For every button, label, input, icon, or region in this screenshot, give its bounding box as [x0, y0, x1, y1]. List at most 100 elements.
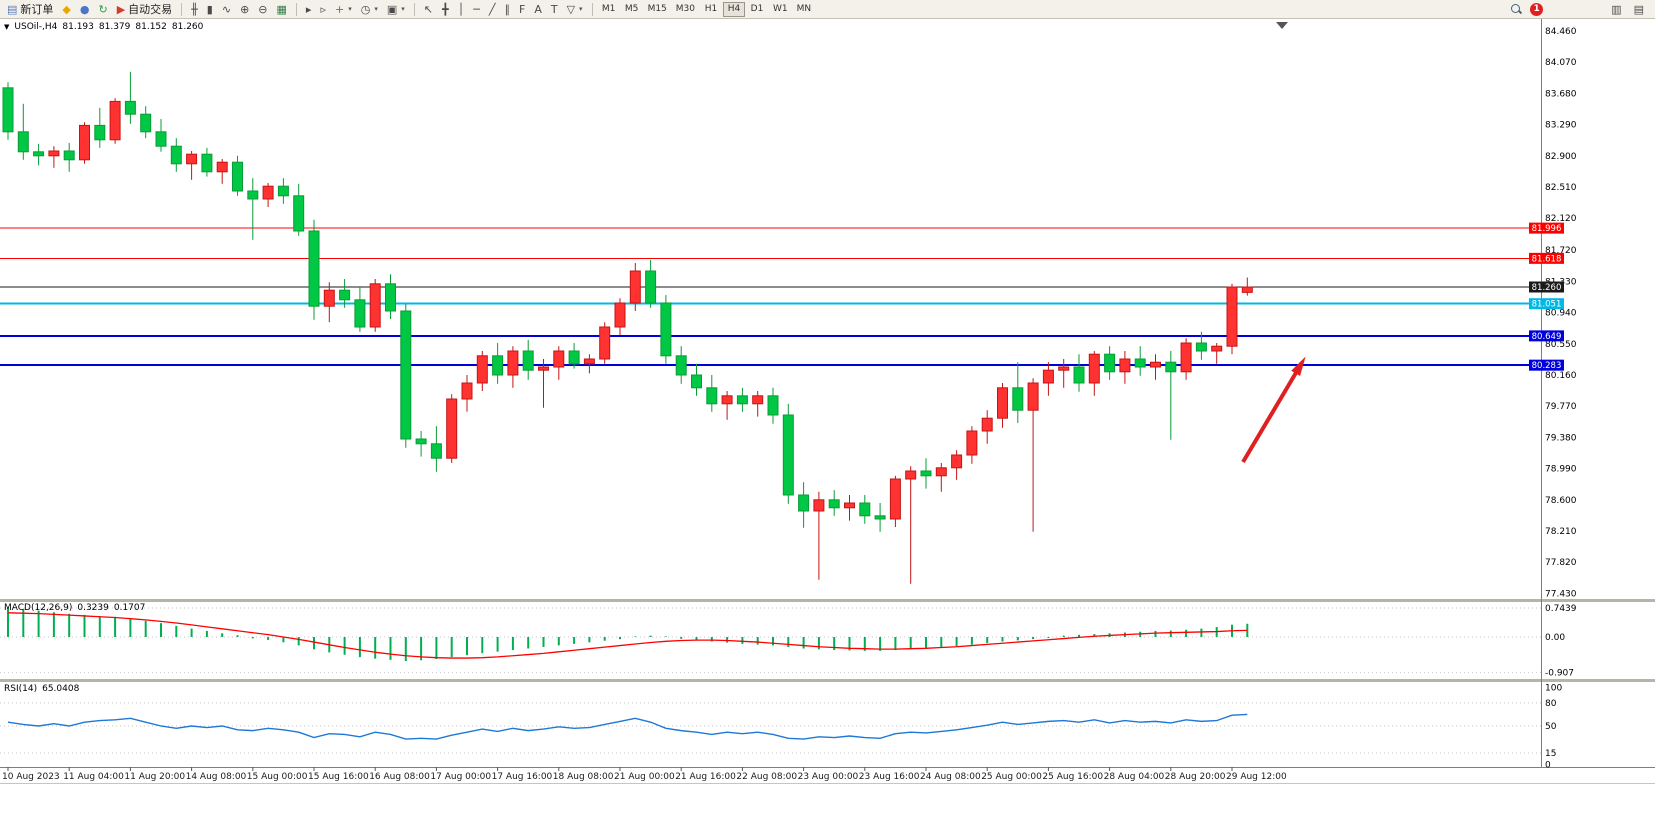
svg-text:80.550: 80.550 [1545, 340, 1577, 350]
candle-body [1134, 358, 1146, 368]
horizontal-line-button[interactable]: ─ [469, 1, 484, 18]
candle-body [981, 417, 993, 432]
notification-badge[interactable]: 1 [1530, 2, 1544, 16]
svg-text:79.380: 79.380 [1545, 433, 1577, 443]
svg-text:81.260: 81.260 [1532, 283, 1562, 293]
svg-text:77.820: 77.820 [1545, 558, 1577, 568]
price-badge-81.618[interactable] [1529, 252, 1564, 264]
timeframe-mn-button[interactable]: MN [796, 4, 812, 14]
timeframe-h4-button[interactable]: H4 [723, 1, 745, 17]
price-badge-81.996[interactable] [1529, 222, 1564, 234]
line-chart-button[interactable]: ∿ [218, 1, 235, 18]
time-label: 21 Aug 00:00 [614, 772, 675, 782]
window-list-button[interactable]: ▥ [1607, 1, 1625, 18]
refresh-button[interactable]: ↻ [94, 1, 111, 18]
crosshair-button[interactable]: ╋ [438, 1, 453, 18]
price-badge-81.260[interactable] [1529, 281, 1564, 293]
text-icon: A [534, 2, 542, 16]
candle-body [48, 150, 60, 157]
price-badge-81.051[interactable] [1529, 298, 1564, 310]
candle-body [874, 515, 886, 520]
fibonacci-button[interactable]: F [515, 1, 529, 18]
time-label: 25 Aug 00:00 [981, 772, 1042, 782]
candle-body [813, 499, 825, 512]
zoom-out-icon: ⊖ [258, 2, 268, 16]
price-badge-80.649[interactable] [1529, 330, 1564, 342]
text-label-button[interactable]: T [547, 1, 562, 18]
zoom-out-button[interactable]: ⊖ [254, 1, 271, 18]
search-button[interactable] [1507, 1, 1526, 18]
svg-text:80: 80 [1545, 699, 1557, 709]
shapes-button[interactable]: ▽ ▾ [563, 1, 587, 18]
candle-body [216, 161, 228, 173]
timeframe-m30-button[interactable]: M30 [675, 4, 695, 14]
candle-body [844, 502, 855, 509]
svg-text:15: 15 [1545, 749, 1556, 759]
candle-body [385, 283, 396, 312]
timeframe-m5-button[interactable]: M5 [624, 4, 639, 14]
periods-button[interactable]: ◷ ▾ [357, 1, 382, 18]
candle-body [889, 478, 901, 520]
timeframe-m15-button[interactable]: M15 [647, 4, 667, 14]
candle-body [691, 374, 702, 389]
timeframe-d1-button[interactable]: D1 [750, 4, 764, 14]
candlestick-chart-button[interactable]: ▮ [203, 1, 217, 18]
candle-body [1042, 369, 1054, 384]
time-axis: 10 Aug 2023 11 Aug 04:00 11 Aug 20:00 14 Au… [2, 767, 1287, 782]
market-watch-button[interactable]: ◆ [58, 1, 74, 18]
chart-shift-button[interactable]: ▹ [316, 1, 330, 18]
timeframe-w1-button[interactable]: W1 [773, 4, 788, 14]
shapes-icon: ▽ [566, 2, 576, 16]
autotrading-button[interactable]: ▶ 自动交易 [113, 1, 176, 18]
chart-shift-icon: ▹ [320, 2, 326, 16]
trendline-button[interactable]: ╱ [485, 1, 500, 18]
templates-button[interactable]: ▣ ▾ [383, 1, 409, 18]
candle-body [721, 395, 733, 405]
svg-text:82.120: 82.120 [1545, 214, 1577, 224]
navigator-button[interactable]: ● [76, 1, 94, 18]
tile-windows-button[interactable]: ▦ [273, 1, 291, 18]
symbol-timeframe-label: USOil-,H4 [14, 22, 58, 32]
window-maximize-button[interactable]: ▤ [1630, 1, 1648, 18]
arrowhead [1291, 356, 1306, 376]
candle-body [828, 499, 840, 509]
svg-text:0: 0 [1545, 761, 1551, 771]
auto-scroll-button[interactable]: ▸ [302, 1, 316, 18]
vertical-line-button[interactable]: │ [454, 1, 469, 18]
indicators-button[interactable]: + ▾ [331, 1, 356, 18]
scroll-to-end-marker[interactable] [1276, 22, 1288, 29]
trend-arrow-annotation[interactable] [1241, 356, 1306, 464]
new-order-button[interactable]: ▤ 新订单 [3, 1, 57, 18]
candle-body [17, 131, 29, 153]
candlestick-chart-icon: ▮ [206, 2, 213, 16]
macd-main-value: 0.3239 [77, 603, 109, 613]
candle-body [660, 302, 672, 357]
rsi-indicator-label: RSI(14) [4, 684, 38, 694]
svg-text:80.283: 80.283 [1532, 361, 1562, 371]
text-button[interactable]: A [530, 1, 546, 18]
vertical-line-icon: │ [457, 2, 465, 16]
toolbar-separator [295, 2, 297, 16]
autotrading-button-label: 自动交易 [128, 3, 173, 16]
svg-text:78.210: 78.210 [1545, 527, 1577, 537]
channel-button[interactable]: ∥ [500, 1, 514, 18]
symbol-dropdown-icon[interactable]: ▼ [4, 23, 10, 31]
zoom-in-button[interactable]: ⊕ [236, 1, 253, 18]
candles-layer [2, 71, 1253, 584]
templates-icon: ▣ [386, 2, 398, 16]
bar-chart-button[interactable]: ╫ [187, 1, 202, 18]
rsi-label-overlay: RSI(14) 65.0408 [4, 684, 79, 694]
candle-body [109, 100, 121, 141]
candle-body [583, 358, 595, 365]
candle-body [522, 350, 534, 371]
candle-body [2, 87, 14, 133]
chart-borders [0, 19, 1655, 784]
candle-body [369, 283, 381, 328]
candle-body [1088, 353, 1100, 384]
timeframe-m1-button[interactable]: M1 [601, 4, 616, 14]
price-badge-80.283[interactable] [1529, 359, 1564, 371]
timeframe-h1-button[interactable]: H1 [704, 4, 718, 14]
cursor-button[interactable]: ↖ [420, 1, 437, 18]
candle-body [277, 185, 289, 197]
